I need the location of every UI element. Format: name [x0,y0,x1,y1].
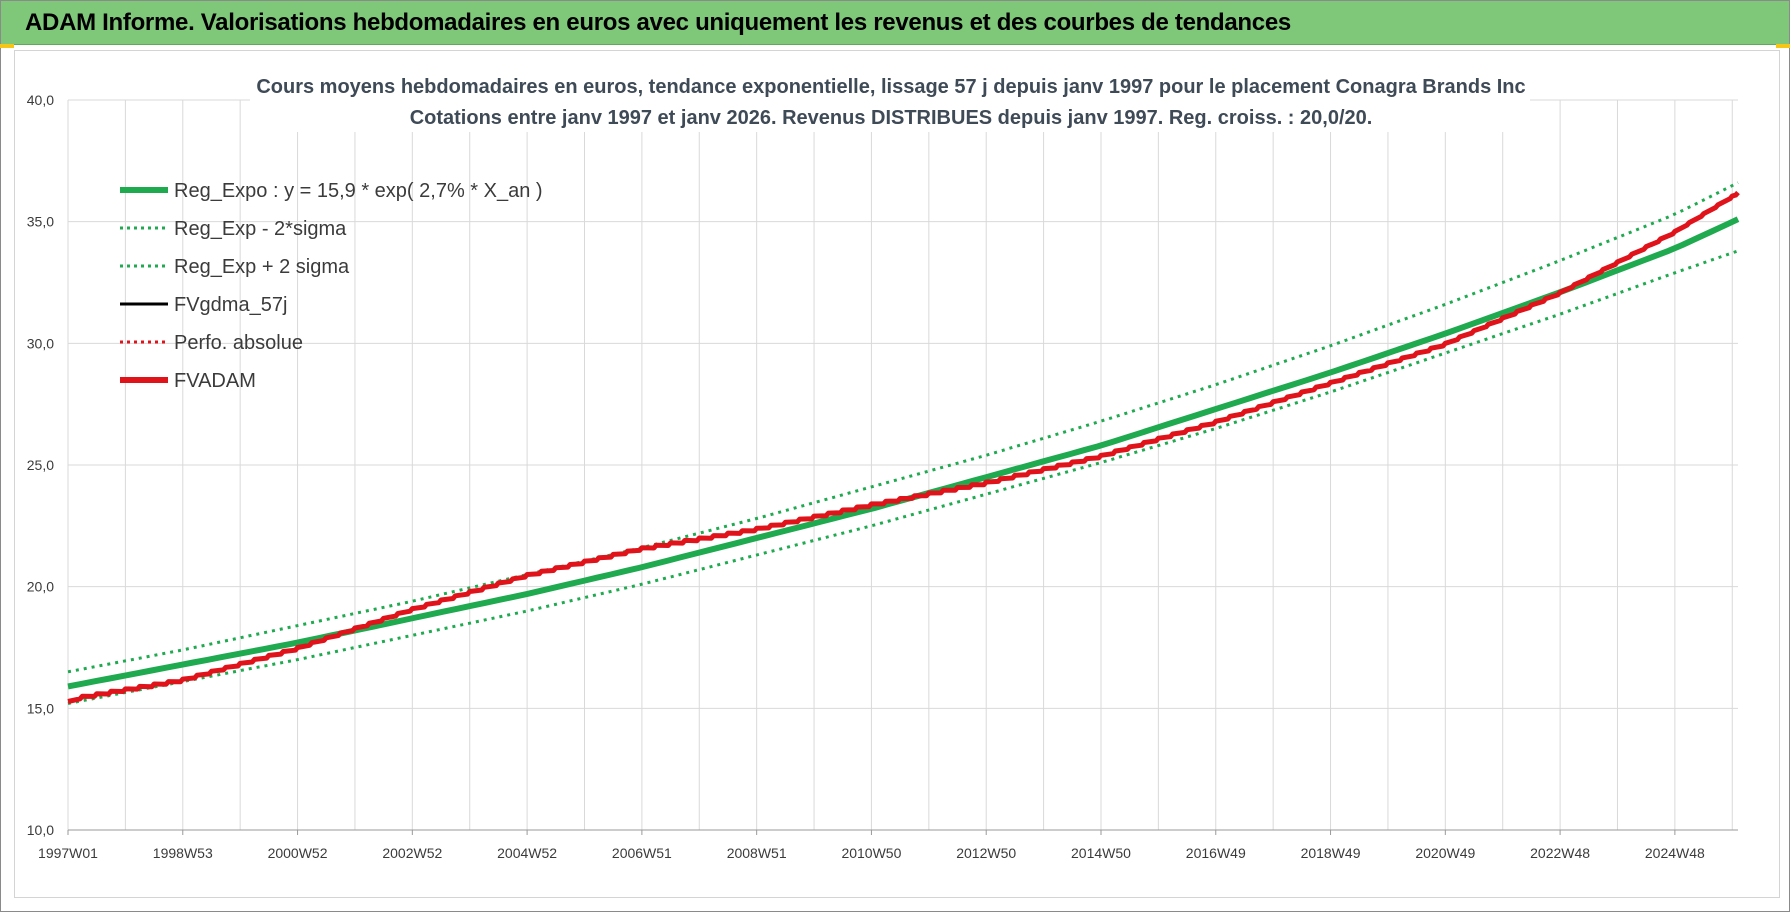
chart-title-bg [250,66,1530,132]
y-tick-label: 25,0 [27,457,54,473]
x-tick-label: 2022W48 [1530,845,1590,861]
series-reg-expo [67,216,1740,690]
chart-title-line-1: Cours moyens hebdomadaires en euros, ten… [256,76,1525,98]
chart-area [14,50,1780,898]
x-tick-label: 2000W52 [268,845,328,861]
legend-label: Reg_Exp - 2*sigma [174,218,347,240]
x-tick-label: 2010W50 [841,845,901,861]
x-tick-label: 2006W51 [612,845,672,861]
x-tick-label: 2002W52 [382,845,442,861]
x-tick-label: 2018W49 [1301,845,1361,861]
y-tick-label: 35,0 [27,214,54,230]
legend: Reg_Expo : y = 15,9 * exp( 2,7% * X_an )… [120,180,543,392]
series-fvadam [67,190,1740,704]
x-tick-label: 2016W49 [1186,845,1246,861]
x-tick-label: 1998W53 [153,845,213,861]
banner-title: ADAM Informe. Valorisations hebdomadaire… [25,9,1291,36]
legend-label: Reg_Expo : y = 15,9 * exp( 2,7% * X_an ) [174,180,543,202]
banner: ADAM Informe. Valorisations hebdomadaire… [1,1,1789,45]
legend-label: Perfo. absolue [174,332,303,354]
legend-label: FVgdma_57j [174,294,287,316]
y-tick-label: 20,0 [27,579,54,595]
legend-label: FVADAM [174,370,256,392]
series-reg-plus-2sigma [67,181,1739,674]
chart-title-line-2: Cotations entre janv 1997 et janv 2026. … [410,107,1373,129]
legend-label: Reg_Exp + 2 sigma [174,256,350,278]
x-tick-label: 1997W01 [38,845,98,861]
x-tick-label: 2004W52 [497,845,557,861]
y-tick-label: 15,0 [27,700,54,716]
x-tick-label: 2014W50 [1071,845,1131,861]
x-tick-label: 2020W49 [1415,845,1475,861]
x-tick-label: 2024W48 [1645,845,1705,861]
corner-mark-right [1776,44,1790,48]
y-tick-label: 10,0 [27,822,54,838]
x-tick-label: 2012W50 [956,845,1016,861]
x-tick-label: 2008W51 [727,845,787,861]
y-tick-label: 30,0 [27,335,54,351]
corner-mark-left [0,44,14,48]
y-tick-label: 40,0 [27,92,54,108]
